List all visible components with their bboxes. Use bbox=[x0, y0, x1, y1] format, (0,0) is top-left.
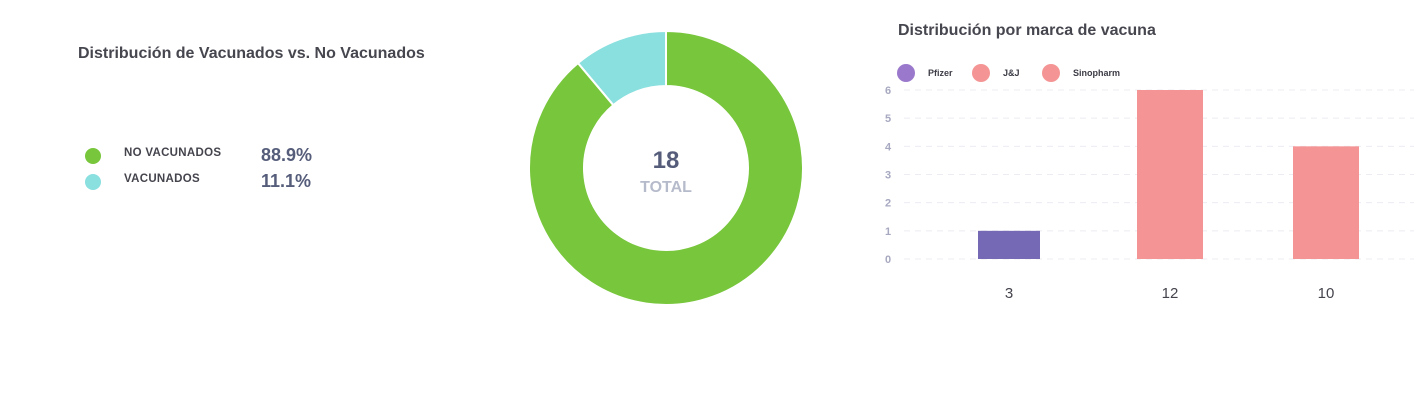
legend-dot bbox=[1042, 64, 1060, 82]
donut-total-label: TOTAL bbox=[640, 179, 692, 196]
bar-legend-item[interactable]: J&J bbox=[972, 64, 1020, 82]
legend-label: VACUNADOS bbox=[124, 173, 200, 185]
x-tick-label: 10 bbox=[1318, 285, 1335, 302]
legend-percentage: 11.1% bbox=[261, 171, 312, 191]
legend-label: J&J bbox=[1003, 68, 1020, 78]
brand-distribution-panel: Distribución por marca de vacuna Pfizer J… bbox=[880, 0, 1414, 410]
legend-dot bbox=[972, 64, 990, 82]
bar-legend: Pfizer J&J Sinopharm bbox=[897, 64, 1120, 82]
y-tick-label: 4 bbox=[885, 141, 892, 153]
bars bbox=[978, 90, 1359, 259]
bar-chart-title: Distribución por marca de vacuna bbox=[898, 22, 1156, 39]
x-tick-label: 3 bbox=[1005, 285, 1013, 302]
legend-label: NO VACUNADOS bbox=[124, 147, 222, 159]
legend-label: Pfizer bbox=[928, 68, 953, 78]
bar-legend-item[interactable]: Pfizer bbox=[897, 64, 953, 82]
legend-dot bbox=[85, 174, 101, 190]
y-axis-ticks: 0 1 2 3 4 5 6 bbox=[885, 85, 892, 266]
y-tick-label: 3 bbox=[885, 170, 891, 182]
legend-label: Sinopharm bbox=[1073, 68, 1120, 78]
y-tick-label: 6 bbox=[885, 85, 891, 97]
donut-slice-no-vacunados[interactable] bbox=[528, 29, 804, 306]
x-axis-ticks: 3 12 10 bbox=[1005, 285, 1335, 302]
y-tick-label: 5 bbox=[885, 113, 891, 125]
bar-legend-item[interactable]: Sinopharm bbox=[1042, 64, 1120, 82]
donut-slices bbox=[528, 29, 804, 306]
legend-dot bbox=[897, 64, 915, 82]
bar-12[interactable] bbox=[1137, 90, 1203, 259]
y-tick-label: 0 bbox=[885, 254, 891, 266]
legend-dot bbox=[85, 148, 101, 164]
donut-chart: 18 TOTAL bbox=[528, 29, 804, 306]
bar-10[interactable] bbox=[1293, 146, 1359, 259]
legend-percentage: 88.9% bbox=[261, 145, 313, 165]
vaccinated-distribution-panel: Distribución de Vacunados vs. No Vacunad… bbox=[78, 29, 804, 306]
donut-chart-title: Distribución de Vacunados vs. No Vacunad… bbox=[78, 45, 425, 62]
y-tick-label: 1 bbox=[885, 226, 891, 238]
bar-3[interactable] bbox=[978, 230, 1040, 259]
donut-total-value: 18 bbox=[653, 147, 680, 174]
y-tick-label: 2 bbox=[885, 198, 891, 210]
x-tick-label: 12 bbox=[1162, 285, 1179, 302]
